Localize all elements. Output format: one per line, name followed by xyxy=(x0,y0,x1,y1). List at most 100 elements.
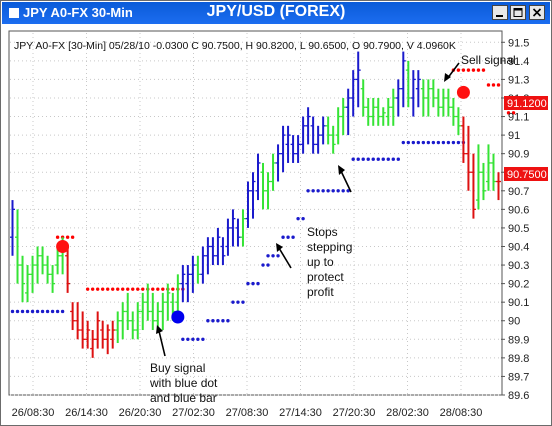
stop-dot xyxy=(481,68,486,72)
y-tick-label: 91.5 xyxy=(508,37,529,49)
stop-dot xyxy=(381,157,385,161)
stop-dot xyxy=(506,111,511,115)
stop-dot xyxy=(371,157,375,161)
stop-dot xyxy=(386,157,390,161)
stop-dot xyxy=(466,68,471,72)
stop-dot xyxy=(286,235,290,239)
stop-dot xyxy=(10,309,15,314)
stop-dot xyxy=(121,287,125,291)
stop-dot xyxy=(461,68,466,72)
x-tick-label: 26/20:30 xyxy=(119,407,162,419)
price-bars xyxy=(10,51,501,358)
stop-dot xyxy=(201,337,205,342)
stop-dot xyxy=(111,287,115,291)
stop-dot xyxy=(421,140,426,145)
stop-dot xyxy=(156,287,160,291)
stop-dot xyxy=(276,254,280,258)
title-bar[interactable]: JPY A0-FX 30-Min JPY/USD (FOREX) xyxy=(2,2,550,24)
stop-dot xyxy=(396,157,400,161)
stop-dot xyxy=(366,157,370,161)
stop-dot xyxy=(105,287,110,291)
stop-dot xyxy=(486,83,491,87)
signal-markers xyxy=(56,85,470,324)
stop-dot xyxy=(411,140,416,145)
stop-dot xyxy=(60,309,65,314)
stop-dot xyxy=(331,189,335,193)
minimize-button[interactable] xyxy=(492,5,508,20)
stop-dot xyxy=(436,140,441,145)
stop-dot xyxy=(281,235,285,239)
price-chart[interactable]: 91.591.491.391.291.19190.990.890.790.690… xyxy=(1,25,551,425)
stop-dot xyxy=(351,157,355,161)
y-tick-label: 91.4 xyxy=(508,56,529,68)
sell-signal-dot xyxy=(456,85,470,99)
stop-dot xyxy=(40,309,45,314)
stop-dot xyxy=(95,287,100,291)
stop-dot xyxy=(226,319,230,323)
stop-dot xyxy=(391,157,395,161)
stops-arrow-2 xyxy=(340,170,352,193)
stop-dot xyxy=(346,189,350,193)
stop-dot xyxy=(511,111,516,115)
stop-dot xyxy=(231,300,235,304)
buy-annotation: Buy signal with blue dot and blue bar xyxy=(149,325,218,405)
sell-signal-dot xyxy=(56,239,70,253)
y-tick-label: 89.8 xyxy=(508,353,529,365)
stop-dot xyxy=(100,287,105,291)
stop-dot xyxy=(251,281,255,286)
maximize-button[interactable] xyxy=(510,5,526,20)
stop-dot xyxy=(50,309,55,314)
x-tick-label: 27/14:30 xyxy=(279,407,322,419)
x-tick-label: 27/02:30 xyxy=(172,407,215,419)
y-tick-label: 89.7 xyxy=(508,371,529,383)
lower-price-label-bg xyxy=(504,167,548,181)
stop-dot xyxy=(45,309,50,314)
y-tick-label: 89.9 xyxy=(508,334,529,346)
stop-dot xyxy=(126,287,130,291)
stop-dot xyxy=(401,140,406,145)
stop-dot xyxy=(361,157,365,161)
stop-dot xyxy=(211,319,215,323)
y-axis: 91.591.491.391.291.19190.990.890.790.690… xyxy=(501,37,529,402)
stop-dot xyxy=(431,140,436,145)
stop-dot xyxy=(446,140,451,145)
chart-title: JPY/USD (FOREX) xyxy=(206,3,346,20)
stop-dot xyxy=(341,189,345,193)
stop-dot xyxy=(321,189,325,193)
stop-dot xyxy=(161,287,165,291)
stops-line-1: Stops xyxy=(307,225,338,239)
window-title: JPY A0-FX 30-Min xyxy=(9,5,133,20)
stop-dot xyxy=(271,254,275,258)
stop-dot xyxy=(441,140,446,145)
maximize-icon xyxy=(513,8,523,17)
stop-dot xyxy=(256,281,260,286)
x-axis: 26/08:30 26/14:30 26/20:30 27/02:30 27/08:30… xyxy=(12,407,483,419)
buy-line-1: Buy signal xyxy=(150,361,205,375)
stop-dot xyxy=(416,140,421,145)
y-tick-label: 90.6 xyxy=(508,204,529,216)
x-tick-label: 26/14:30 xyxy=(65,407,108,419)
y-tick-label: 90.5 xyxy=(508,223,529,235)
stops-arrow-1 xyxy=(278,247,292,269)
stop-dot xyxy=(336,189,340,193)
stop-dot xyxy=(291,235,295,239)
stop-dot xyxy=(151,287,155,291)
stop-dot xyxy=(301,216,305,221)
stop-dot xyxy=(20,309,25,314)
stop-dot xyxy=(406,140,411,145)
stop-dot xyxy=(491,83,496,87)
close-button[interactable] xyxy=(529,5,545,20)
stop-dot xyxy=(116,287,120,291)
stop-dot xyxy=(306,189,310,193)
buy-line-3: and blue bar xyxy=(150,391,217,405)
buy-signal-dot xyxy=(171,310,185,324)
y-tick-label: 91.1 xyxy=(508,112,529,124)
sell-annotation: Sell signal xyxy=(444,53,516,82)
stops-arrowhead-2 xyxy=(338,165,345,175)
stop-dot xyxy=(70,235,75,239)
stops-line-5: profit xyxy=(307,285,334,299)
stop-dot xyxy=(30,309,35,314)
lower-price-label-text: 90.7500 xyxy=(507,169,547,181)
x-tick-label: 27/08:30 xyxy=(226,407,269,419)
